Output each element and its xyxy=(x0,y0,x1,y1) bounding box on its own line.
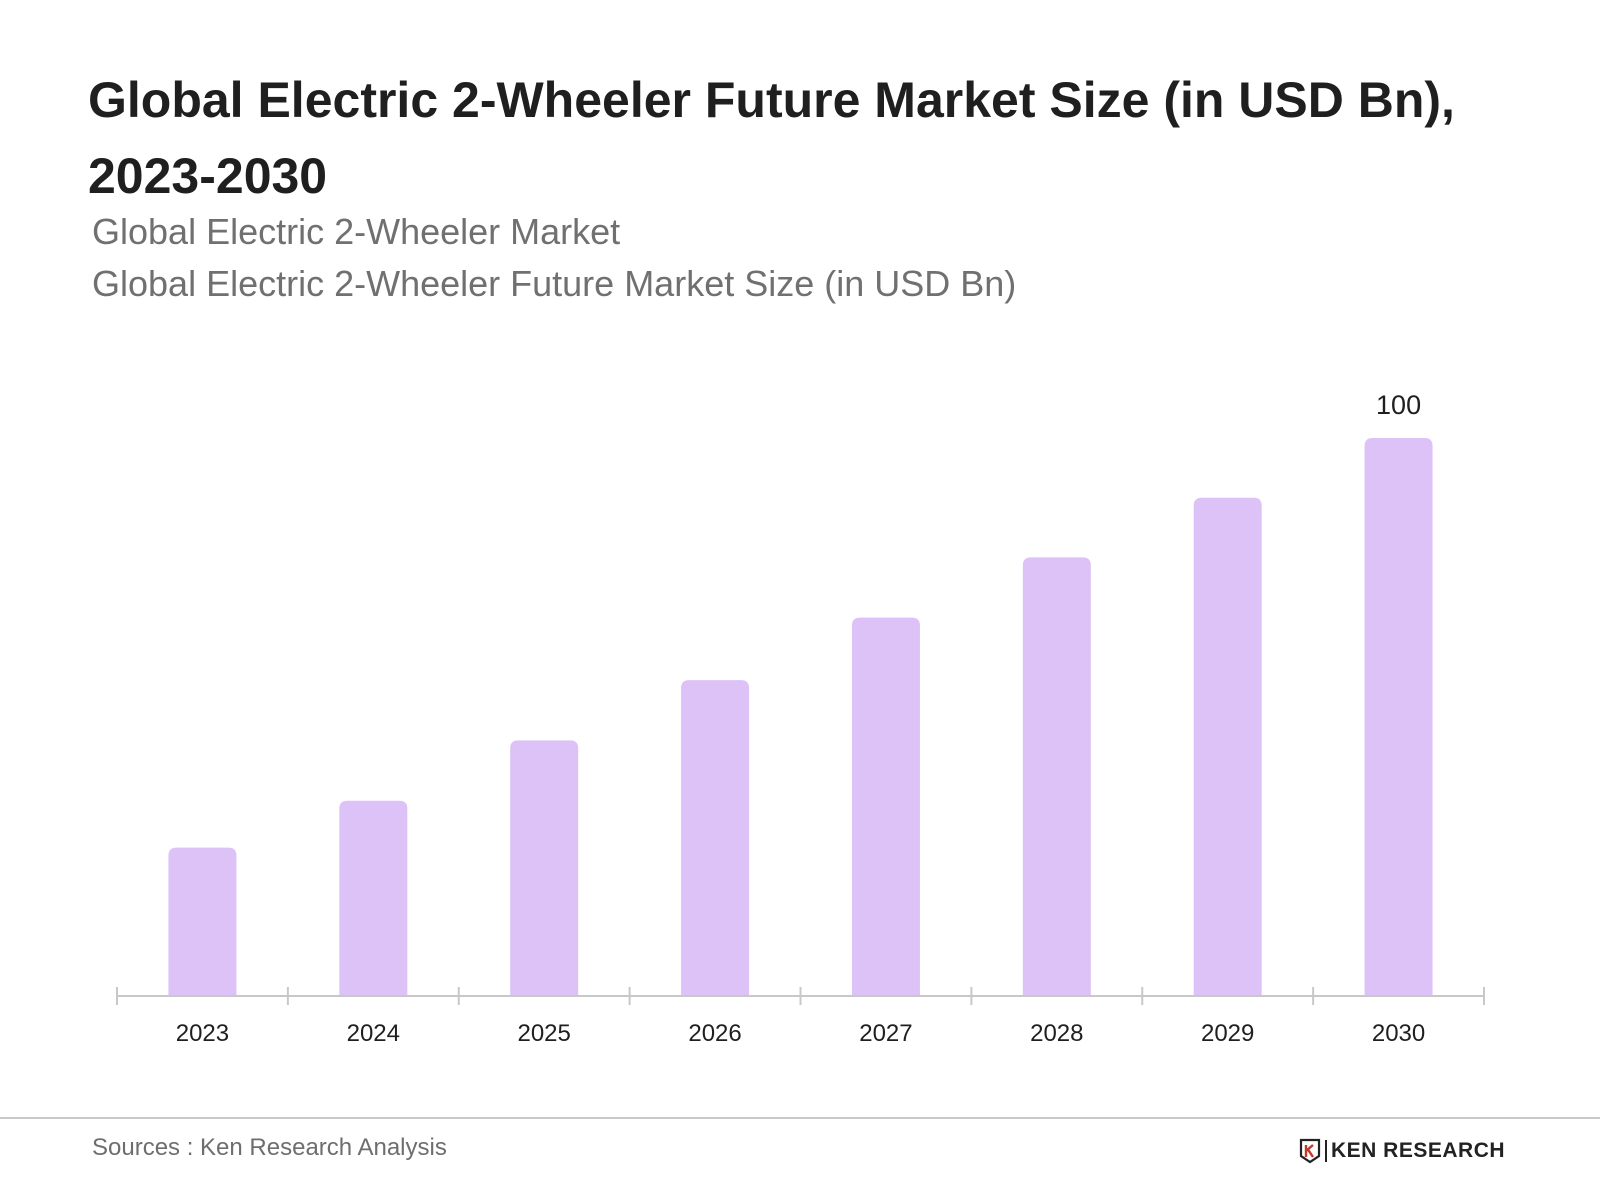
bar-2025 xyxy=(510,740,579,996)
logo-separator xyxy=(1325,1140,1327,1162)
source-note: Sources : Ken Research Analysis xyxy=(92,1134,447,1161)
chart-subtitle-market: Global Electric 2-Wheeler Market xyxy=(92,211,621,252)
bar-2023 xyxy=(168,847,237,996)
x-tick-label-2024: 2024 xyxy=(347,1020,400,1047)
x-tick-label-2027: 2027 xyxy=(859,1020,912,1047)
x-tick-label-2029: 2029 xyxy=(1201,1020,1254,1047)
x-tick-label-2025: 2025 xyxy=(517,1020,570,1047)
x-tick-label-2028: 2028 xyxy=(1030,1020,1083,1047)
bar-2027 xyxy=(851,617,920,996)
bar-2029 xyxy=(1193,497,1262,996)
bar-2030 xyxy=(1364,438,1433,996)
bar-2028 xyxy=(1022,557,1091,996)
ken-research-logo: KEN RESEARCH xyxy=(1298,1136,1505,1166)
chart-title: Global Electric 2-Wheeler Future Market … xyxy=(88,72,1455,204)
ken-research-logo-icon xyxy=(1299,1138,1321,1164)
chart-subtitle-size: Global Electric 2-Wheeler Future Market … xyxy=(92,263,1017,304)
bar-2024 xyxy=(339,800,408,996)
x-tick-label-2030: 2030 xyxy=(1372,1020,1425,1047)
bar-2026 xyxy=(681,680,750,996)
bar-chart: 2023 2024 2025 2026 2027 2028 2029 2030 100 xyxy=(116,390,1485,1047)
data-label-2030: 100 xyxy=(1376,390,1421,420)
logo-text: KEN RESEARCH xyxy=(1331,1139,1506,1162)
x-tick-label-2023: 2023 xyxy=(176,1020,229,1047)
x-tick-label-2026: 2026 xyxy=(688,1020,741,1047)
footer-divider xyxy=(0,1117,1600,1119)
